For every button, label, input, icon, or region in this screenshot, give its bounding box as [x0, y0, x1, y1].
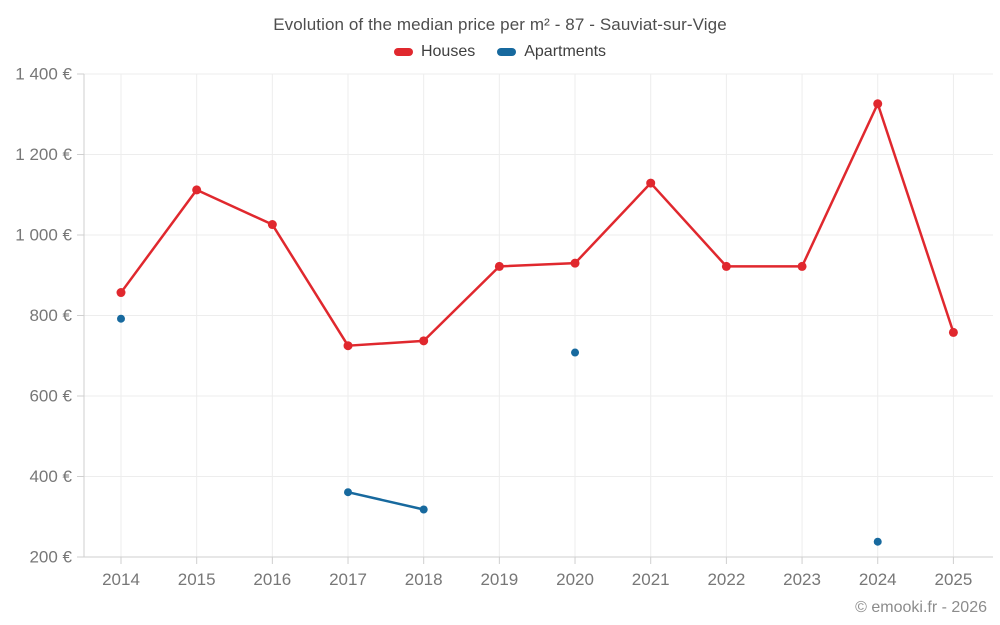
- x-axis-label: 2020: [556, 570, 594, 589]
- series-line-houses: [800, 102, 879, 268]
- y-axis-label: 1 200 €: [15, 145, 72, 164]
- x-axis-label: 2024: [859, 570, 897, 589]
- y-axis-label: 400 €: [29, 467, 72, 486]
- x-axis-label: 2021: [632, 570, 670, 589]
- data-point-houses-2015[interactable]: [192, 185, 202, 195]
- x-axis-label: 2014: [102, 570, 140, 589]
- data-point-houses-2019[interactable]: [494, 261, 504, 271]
- series-line-houses: [649, 181, 728, 268]
- series-line-apartments: [346, 490, 425, 511]
- apartments-legend-swatch-icon: [497, 48, 517, 56]
- legend-label-apartments: Apartments: [524, 43, 607, 60]
- series-line-houses: [195, 188, 274, 226]
- y-axis-label: 600 €: [29, 387, 72, 406]
- chart-title: Evolution of the median price per m² - 8…: [273, 15, 727, 34]
- series-line-houses: [422, 265, 501, 343]
- y-axis-label: 800 €: [29, 306, 72, 325]
- data-point-houses-2017[interactable]: [343, 341, 353, 351]
- x-axis-label: 2015: [178, 570, 216, 589]
- series-line-houses: [271, 223, 350, 347]
- data-point-apartments-2018[interactable]: [419, 505, 428, 514]
- y-axis-label: 1 400 €: [15, 65, 72, 84]
- series-line-houses: [876, 102, 955, 334]
- x-axis-label: 2018: [405, 570, 443, 589]
- data-point-houses-2021[interactable]: [646, 178, 656, 188]
- x-axis-label: 2016: [253, 570, 291, 589]
- copyright-text: © emooki.fr - 2026: [855, 599, 987, 616]
- data-point-houses-2014[interactable]: [116, 288, 126, 298]
- series-line-houses: [573, 181, 652, 265]
- data-point-houses-2018[interactable]: [419, 336, 429, 346]
- data-point-apartments-2020[interactable]: [571, 348, 580, 357]
- series-line-houses: [346, 339, 425, 347]
- y-axis-label: 1 000 €: [15, 226, 72, 245]
- data-point-houses-2016[interactable]: [267, 220, 277, 230]
- data-point-houses-2020[interactable]: [570, 258, 580, 268]
- legend-item-houses[interactable]: Houses: [393, 43, 476, 61]
- data-point-apartments-2014[interactable]: [117, 314, 125, 323]
- x-axis-label: 2019: [480, 570, 518, 589]
- chart-legend: Houses Apartments: [0, 43, 1000, 61]
- x-axis-label: 2017: [329, 570, 367, 589]
- x-axis-label: 2023: [783, 570, 821, 589]
- legend-item-apartments[interactable]: Apartments: [497, 43, 606, 61]
- data-point-apartments-2017[interactable]: [344, 488, 353, 497]
- data-point-houses-2025[interactable]: [948, 327, 958, 337]
- data-point-apartments-2024[interactable]: [873, 537, 882, 546]
- data-point-houses-2022[interactable]: [721, 261, 731, 271]
- x-axis-label: 2022: [707, 570, 745, 589]
- legend-label-houses: Houses: [420, 43, 476, 60]
- data-point-houses-2024[interactable]: [873, 99, 883, 109]
- x-axis-label: 2025: [934, 570, 972, 589]
- houses-legend-swatch-icon: [393, 48, 413, 56]
- series-line-houses: [498, 261, 577, 268]
- y-axis-label: 200 €: [29, 548, 72, 567]
- series-line-houses: [119, 188, 198, 294]
- data-point-houses-2023[interactable]: [797, 261, 807, 271]
